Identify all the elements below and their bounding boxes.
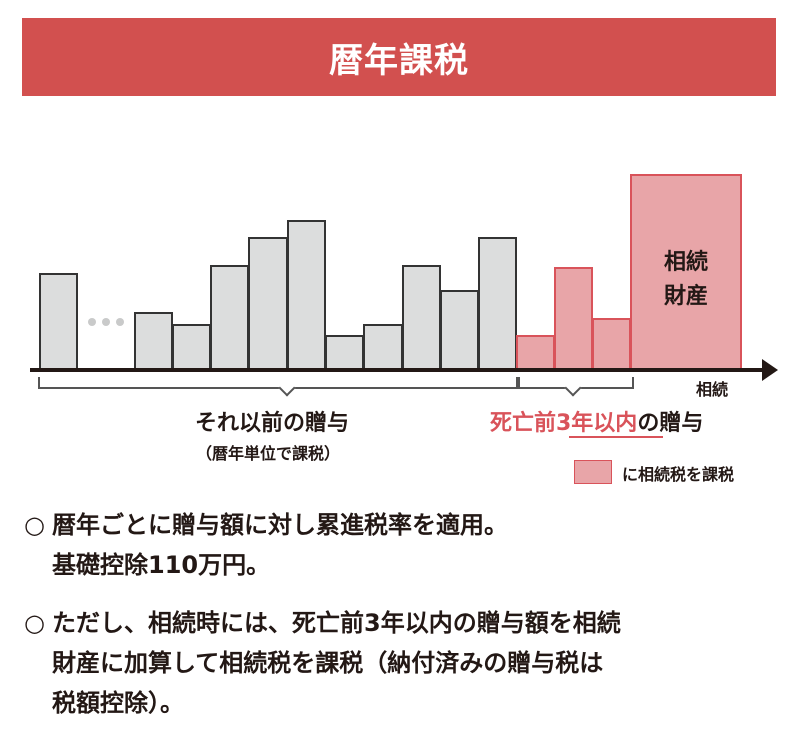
- gift-bar: [172, 324, 211, 370]
- ellipsis-dot: [102, 318, 110, 326]
- gift-bar: [39, 273, 78, 370]
- note-item: ○ 暦年ごとに贈与額に対し累進税率を適用。 基礎控除110万円。: [24, 505, 621, 585]
- note-line: 基礎控除110万円。: [52, 551, 271, 579]
- recent-gift-bar: [516, 335, 555, 370]
- inheritance-property-label: 相続: [663, 250, 708, 275]
- axis-end-label: 相続: [696, 380, 729, 399]
- gift-bar: [363, 324, 403, 370]
- recent-gifts-highlight: 死亡前3年以内: [490, 411, 638, 436]
- time-axis: [30, 368, 765, 372]
- gift-bar: [248, 237, 288, 370]
- legend-text: に相続税を課税: [622, 465, 735, 484]
- bullet-circle-icon: ○: [24, 511, 45, 539]
- gift-bar: [478, 237, 517, 370]
- ellipsis-dot: [88, 318, 96, 326]
- gift-bar: [210, 265, 249, 370]
- gift-bar: [134, 312, 173, 370]
- inheritance-property-bar: 相続 財産: [630, 174, 742, 370]
- title-banner: 暦年課税: [22, 18, 776, 96]
- note-line: 財産に加算して相続税を課税（納付済みの贈与税は: [52, 649, 604, 677]
- ellipsis-dot: [116, 318, 124, 326]
- recent-gifts-suffix: の贈与: [637, 411, 704, 436]
- earlier-gifts-label: それ以前の贈与: [195, 411, 350, 436]
- earlier-gifts-sublabel: （暦年単位で課税）: [196, 444, 341, 463]
- notes: ○ 暦年ごとに贈与額に対し累進税率を適用。 基礎控除110万円。 ○ ただし、相…: [24, 505, 621, 723]
- legend-swatch: [574, 460, 612, 484]
- gift-bar: [325, 335, 364, 370]
- note-line: 暦年ごとに贈与額に対し累進税率を適用。: [52, 511, 508, 539]
- recent-gift-bar: [554, 267, 593, 370]
- recent-gifts-label: 死亡前3年以内の贈与: [490, 405, 703, 437]
- highlight-underline: [569, 436, 663, 438]
- note-line: 税額控除）。: [52, 689, 184, 717]
- recent-gift-bar: [592, 318, 631, 370]
- gift-bar: [402, 265, 441, 370]
- note-line: ただし、相続時には、死亡前3年以内の贈与額を相続: [52, 609, 621, 637]
- arrow-icon: [762, 359, 778, 381]
- bullet-circle-icon: ○: [24, 609, 45, 637]
- inheritance-property-label: 財産: [663, 284, 708, 309]
- banner-title: 暦年課税: [329, 40, 469, 81]
- note-item: ○ ただし、相続時には、死亡前3年以内の贈与額を相続 財産に加算して相続税を課税…: [24, 603, 621, 723]
- gift-bar: [440, 290, 479, 370]
- gift-bar: [287, 220, 326, 370]
